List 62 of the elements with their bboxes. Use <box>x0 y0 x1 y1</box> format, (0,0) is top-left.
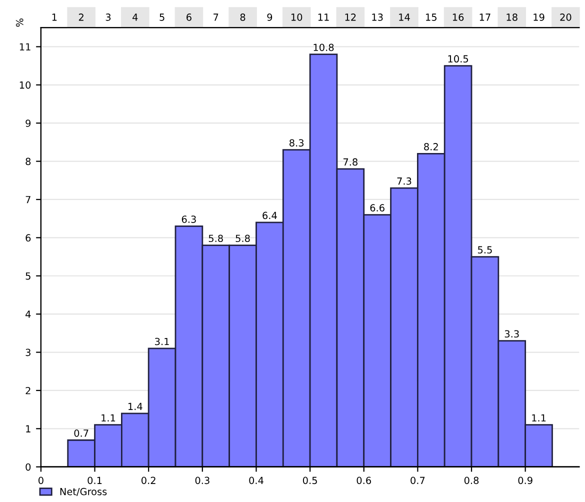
x-tick-label: 0.3 <box>195 476 210 484</box>
x2-tick-label: 6 <box>186 14 192 21</box>
y-tick-label: 8 <box>26 158 31 166</box>
y-tick-label: 5 <box>26 272 30 280</box>
data-label: 6.6 <box>370 204 384 212</box>
x-tick-label: 0 <box>38 476 44 484</box>
y-tick-label: 1 <box>26 425 30 432</box>
data-label: 5.5 <box>478 246 492 254</box>
x-tick-label: 0.4 <box>249 476 264 484</box>
data-label: 5.8 <box>208 234 223 242</box>
y-tick-label: 0 <box>26 463 31 471</box>
x2-tick-label: 2 <box>78 14 84 21</box>
y-tick-label: 4 <box>26 310 31 318</box>
x2-tick-label: 20 <box>560 14 572 21</box>
x2-tick-label: 4 <box>132 14 138 21</box>
data-label: 3.3 <box>504 330 519 338</box>
x-tick-label: 0.5 <box>302 476 317 484</box>
y-tick-label: 9 <box>26 120 31 127</box>
x-tick-label: 0.8 <box>464 476 479 484</box>
y-tick-label: 3 <box>26 348 30 356</box>
x2-tick-label: 14 <box>399 14 410 21</box>
data-label: 0.7 <box>74 429 88 437</box>
y-tick-label: 10 <box>20 81 31 89</box>
data-label: 10.8 <box>314 44 334 52</box>
x2-tick-label: 1 <box>52 14 57 21</box>
y-axis-title: % <box>16 18 24 27</box>
x2-tick-label: 16 <box>452 14 464 21</box>
data-label: 1.4 <box>128 402 142 410</box>
data-label: 6.4 <box>262 212 277 220</box>
x-tick-label: 0.1 <box>88 476 102 484</box>
data-label: 3.1 <box>155 338 169 346</box>
x2-tick-label: 17 <box>480 14 490 21</box>
x-tick-label: 0.7 <box>410 476 425 484</box>
x2-tick-label: 3 <box>106 14 111 21</box>
data-label: 10.5 <box>448 55 468 63</box>
data-label: 5.8 <box>236 234 250 242</box>
y-tick-label: 7 <box>26 196 30 204</box>
data-label: 8.3 <box>290 139 304 147</box>
legend-label: Net/Gross <box>60 488 107 496</box>
data-label: 7.8 <box>343 158 358 166</box>
x2-tick-label: 10 <box>291 14 302 21</box>
x2-tick-label: 7 <box>214 14 218 21</box>
data-label: 1.1 <box>532 414 546 422</box>
x2-tick-label: 19 <box>534 14 544 21</box>
y-tick-label: 2 <box>26 386 30 394</box>
y-tick-label: 6 <box>26 234 31 242</box>
y-tick-label: 11 <box>20 43 30 50</box>
x2-tick-label: 18 <box>506 14 518 21</box>
x-tick-label: 0.6 <box>356 476 371 484</box>
x2-tick-label: 12 <box>345 14 356 21</box>
data-label: 7.3 <box>397 177 412 185</box>
x2-tick-label: 8 <box>240 14 246 21</box>
data-label: 1.1 <box>102 414 116 422</box>
x2-tick-label: 9 <box>267 14 272 21</box>
x2-tick-label: 15 <box>426 14 436 21</box>
x2-tick-label: 11 <box>318 14 329 21</box>
data-label: 6.3 <box>182 216 196 223</box>
x-tick-label: 0.9 <box>518 476 532 484</box>
x-tick-label: 0.2 <box>142 476 156 484</box>
x2-tick-label: 5 <box>160 14 164 21</box>
x2-tick-label: 13 <box>372 14 383 21</box>
data-label: 8.2 <box>424 143 438 150</box>
